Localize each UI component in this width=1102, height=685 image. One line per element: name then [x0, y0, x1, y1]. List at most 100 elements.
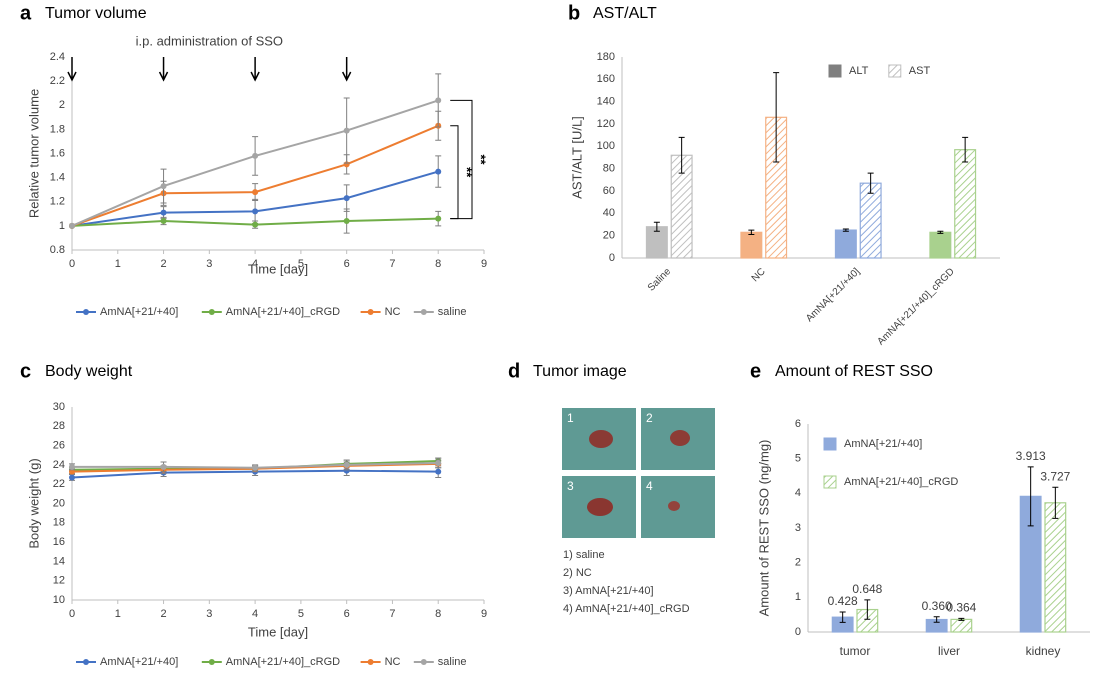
legend-text: 3) AmNA[+21/+40] — [563, 585, 654, 597]
error-bar — [748, 229, 755, 236]
significance-bracket — [450, 125, 459, 220]
y-tick-label: 18 — [53, 517, 65, 529]
y-tick-label: 2.4 — [50, 51, 65, 63]
x-axis-label: Time [day] — [248, 261, 308, 276]
y-tick-label: 1 — [59, 220, 65, 232]
y-tick-label: 160 — [597, 73, 615, 85]
bar — [950, 618, 973, 633]
x-tick-label: kidney — [1026, 644, 1061, 658]
legend-swatch — [823, 475, 837, 489]
error-bar — [653, 221, 660, 232]
y-axis-label: AST/ALT [U/L] — [569, 116, 584, 199]
point — [160, 463, 167, 470]
tumor — [668, 501, 680, 511]
error-bar — [958, 617, 965, 621]
y-tick-label: 5 — [795, 453, 801, 465]
x-tick-label: 4 — [252, 258, 258, 270]
x-tick-label: 6 — [344, 258, 350, 270]
point — [435, 97, 442, 104]
error-bar — [962, 136, 969, 163]
y-tick-label: 0.8 — [50, 244, 65, 256]
x-tick-label: 8 — [435, 608, 441, 620]
arrow — [341, 57, 352, 82]
x-tick-label: 5 — [298, 258, 304, 270]
legend-text: ALT — [849, 65, 869, 77]
tumor-image-panel: d Tumor image 1 2 3 4 1) saline 2) NC 3)… — [508, 360, 715, 615]
point — [343, 127, 350, 134]
y-tick-label: 1 — [795, 591, 801, 603]
y-tick-label: 28 — [53, 420, 65, 432]
legend-text: 4) AmNA[+21/+40]_cRGD — [563, 603, 690, 615]
legend-text: saline — [438, 306, 467, 318]
point — [69, 463, 75, 470]
error-bar — [867, 172, 874, 194]
x-tick-label: 2 — [160, 608, 166, 620]
y-tick-label: 14 — [53, 555, 65, 567]
bar — [740, 231, 763, 259]
legend-text: AmNA[+21/+40]_cRGD — [226, 306, 340, 318]
photo-label: 3 — [567, 479, 574, 493]
legend-marker — [83, 309, 89, 315]
legend-text: NC — [385, 306, 401, 318]
y-tick-label: 12 — [53, 575, 65, 587]
point — [252, 464, 259, 471]
error-bar — [678, 136, 685, 174]
legend-text: AmNA[+21/+40] — [100, 656, 178, 668]
panel-title: AST/ALT — [593, 5, 657, 22]
point — [160, 209, 167, 216]
legend-text: 2) NC — [563, 567, 592, 579]
panel-title: Amount of REST SSO — [775, 363, 933, 380]
legend-text: AmNA[+21/+40]_cRGD — [844, 476, 958, 488]
y-tick-label: 140 — [597, 96, 615, 108]
x-tick-label: 8 — [435, 258, 441, 270]
y-tick-label: 0 — [795, 626, 801, 638]
x-axis-label: Time [day] — [248, 624, 308, 639]
arrow — [250, 57, 260, 82]
error-bar — [933, 616, 940, 623]
error-bar — [1052, 486, 1059, 519]
y-tick-label: 3 — [795, 522, 801, 534]
point — [252, 189, 259, 196]
panel-letter: e — [750, 360, 761, 382]
y-tick-label: 26 — [53, 440, 65, 452]
bar — [954, 149, 977, 259]
legend-swatch — [888, 64, 902, 78]
point — [69, 474, 75, 481]
legend-marker — [208, 659, 215, 665]
y-tick-label: 80 — [603, 163, 615, 175]
tumor — [589, 430, 613, 448]
x-tick-label: 2 — [160, 258, 166, 270]
y-axis-label: Body weight (g) — [26, 458, 41, 548]
x-tick-label: 0 — [69, 608, 75, 620]
point — [435, 215, 442, 222]
legend-text: AmNA[+21/+40] — [844, 438, 922, 450]
bar — [929, 231, 952, 259]
point — [343, 195, 350, 202]
photo-label: 1 — [567, 411, 574, 425]
panel-letter: c — [20, 360, 31, 382]
y-tick-label: 0 — [609, 252, 615, 264]
y-tick-label: 2 — [795, 557, 801, 569]
panel-title: Body weight — [45, 363, 133, 380]
bar — [1044, 502, 1067, 633]
point — [160, 183, 167, 190]
point — [435, 459, 442, 466]
x-tick-label: 9 — [481, 258, 487, 270]
legend-marker — [420, 659, 427, 665]
value-label: 3.727 — [1040, 469, 1070, 483]
point — [435, 168, 442, 175]
y-tick-label: 22 — [53, 478, 65, 490]
point — [343, 218, 350, 225]
error-bar — [842, 228, 849, 232]
legend-marker — [367, 309, 374, 315]
x-tick-label: 3 — [206, 258, 212, 270]
x-tick-label: 1 — [115, 608, 121, 620]
point — [252, 221, 259, 228]
x-tick-label: 9 — [481, 608, 487, 620]
y-tick-label: 100 — [597, 140, 615, 152]
error-bar — [937, 230, 944, 234]
x-tick-label: 1 — [115, 258, 121, 270]
x-tick-label: 0 — [69, 258, 75, 270]
